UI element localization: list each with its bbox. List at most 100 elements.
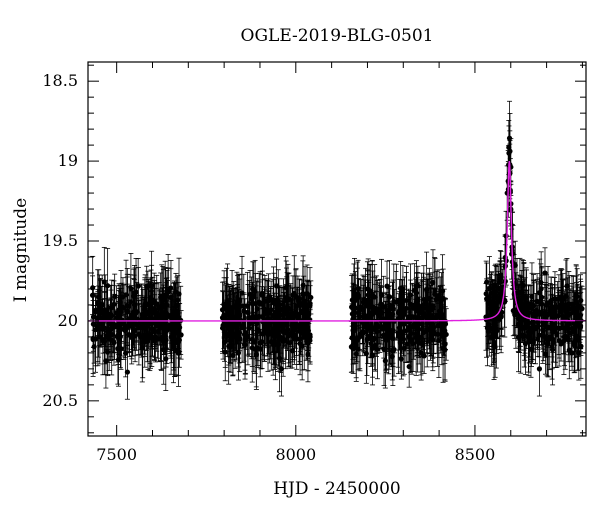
- data-point: [406, 363, 412, 370]
- data-point: [226, 311, 233, 317]
- x-tick-label: 8500: [455, 445, 496, 464]
- data-point: [362, 298, 369, 304]
- data-point: [142, 325, 148, 332]
- model-curve-line: [88, 161, 586, 322]
- y-tick-label: 20.5: [42, 391, 78, 410]
- data-point: [267, 331, 273, 337]
- data-point: [506, 150, 512, 156]
- data-point: [576, 350, 582, 356]
- data-point: [430, 279, 436, 286]
- data-point: [539, 309, 545, 315]
- data-point: [558, 294, 564, 300]
- data-point: [354, 295, 360, 301]
- y-tick-label: 19: [58, 151, 78, 170]
- data-point: [157, 324, 164, 331]
- data-point: [99, 325, 105, 332]
- data-point: [119, 317, 125, 323]
- data-point: [175, 349, 181, 355]
- data-point: [510, 308, 516, 314]
- data-point: [370, 305, 376, 311]
- data-point: [522, 341, 529, 347]
- data-point: [239, 303, 245, 309]
- data-point: [270, 298, 277, 304]
- data-point: [374, 346, 381, 352]
- data-point: [172, 310, 179, 316]
- data-point: [384, 326, 390, 332]
- data-point: [148, 300, 155, 306]
- data-point: [486, 326, 492, 332]
- x-tick-label: 8000: [275, 445, 316, 464]
- data-point: [308, 294, 314, 301]
- chart-title: OGLE-2019-BLG-0501: [241, 26, 434, 46]
- data-point: [403, 305, 409, 311]
- data-point: [360, 306, 366, 313]
- data-point: [357, 334, 363, 340]
- data-point: [297, 322, 303, 328]
- data-point: [283, 319, 290, 325]
- data-point: [132, 302, 138, 308]
- data-point: [437, 314, 444, 320]
- data-point: [129, 334, 135, 341]
- data-point: [305, 328, 312, 334]
- data-point: [242, 331, 248, 338]
- data-point: [108, 311, 114, 317]
- data-point: [90, 321, 96, 327]
- data-point: [91, 344, 97, 350]
- data-point: [287, 313, 293, 319]
- data-point: [427, 304, 433, 310]
- data-point: [253, 352, 260, 358]
- data-point: [101, 317, 108, 323]
- data-point: [409, 314, 415, 320]
- data-point: [176, 337, 182, 343]
- data-point: [372, 335, 378, 342]
- data-point: [542, 270, 548, 276]
- data-point: [493, 289, 499, 295]
- data-point: [504, 190, 510, 196]
- data-point: [528, 346, 534, 352]
- data-point: [420, 311, 426, 317]
- data-point: [261, 312, 267, 318]
- data-point: [549, 326, 555, 332]
- data-point: [273, 283, 280, 289]
- data-point: [367, 310, 373, 317]
- data-point: [439, 288, 446, 294]
- data-point: [250, 286, 256, 292]
- data-point: [397, 339, 403, 346]
- data-point: [92, 336, 99, 342]
- data-point: [406, 334, 412, 340]
- data-point: [522, 317, 529, 323]
- data-point: [373, 321, 380, 327]
- data-point: [556, 337, 562, 344]
- data-point: [163, 356, 169, 362]
- data-point: [492, 344, 498, 350]
- data-point: [565, 337, 571, 343]
- data-point: [497, 286, 503, 292]
- data-point: [436, 294, 442, 300]
- data-point: [147, 332, 153, 338]
- axis-ticks: [88, 62, 586, 436]
- data-point: [235, 350, 242, 356]
- data-point: [536, 366, 543, 372]
- data-point: [353, 351, 359, 357]
- data-point: [95, 300, 101, 306]
- data-point: [561, 334, 567, 340]
- data-point: [273, 326, 279, 332]
- data-point: [175, 297, 181, 303]
- data-point: [379, 310, 385, 316]
- x-tick-label: 7500: [96, 445, 137, 464]
- data-point: [257, 340, 263, 346]
- data-point: [122, 327, 128, 333]
- data-point: [278, 306, 284, 312]
- data-point: [364, 286, 371, 292]
- data-point: [221, 302, 227, 308]
- y-tick-label: 20: [58, 311, 78, 330]
- data-point: [233, 331, 239, 337]
- data-point: [490, 330, 496, 336]
- plot-frame: [87, 61, 587, 437]
- data-point: [369, 293, 375, 299]
- y-tick-labels: 18.5 19 19.5 20 20.5: [42, 71, 78, 410]
- data-point: [259, 290, 265, 296]
- model-curve: [88, 161, 586, 322]
- data-point: [393, 299, 399, 305]
- data-point: [389, 353, 395, 360]
